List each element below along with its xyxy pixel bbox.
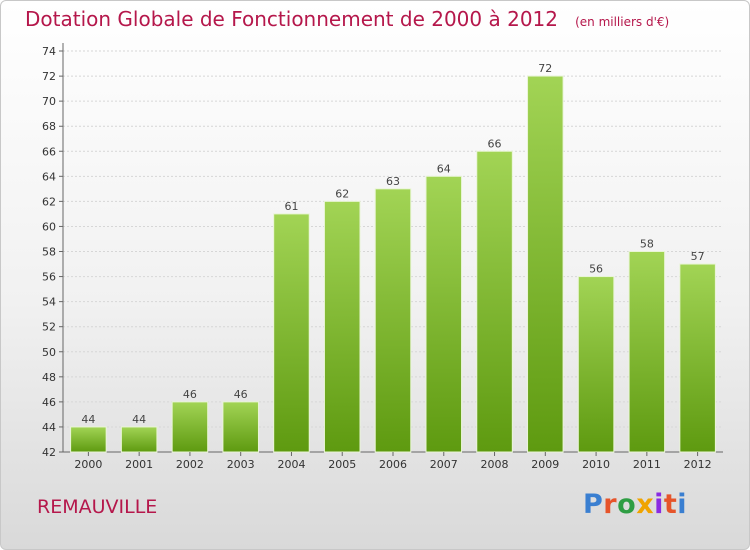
y-tick-labels: 42 44 46 48 50 52 54 56 58 60 62 64 66 68 70 72 74 bbox=[42, 45, 56, 459]
bar bbox=[628, 251, 666, 453]
y-tick-label: 68 bbox=[42, 120, 56, 133]
logo-letter: P bbox=[583, 489, 604, 520]
logo-letter: x bbox=[636, 489, 655, 520]
commune-name: REMAUVILLE bbox=[37, 496, 158, 518]
bar bbox=[527, 75, 564, 453]
value-label: 66 bbox=[488, 137, 502, 150]
value-label: 58 bbox=[640, 238, 654, 251]
chart-title-block: Dotation Globale de Fonctionnement de 20… bbox=[25, 7, 669, 31]
x-tick-label: 2000 bbox=[74, 458, 102, 471]
value-label: 61 bbox=[284, 200, 298, 213]
value-label: 63 bbox=[386, 175, 400, 188]
y-tick-label: 60 bbox=[42, 220, 56, 233]
x-tick-label: 2001 bbox=[125, 458, 153, 471]
x-tick-label: 2010 bbox=[582, 458, 610, 471]
y-tick-label: 74 bbox=[42, 45, 56, 58]
value-label: 57 bbox=[691, 250, 705, 263]
y-tick-label: 56 bbox=[42, 271, 56, 284]
x-tick-labels: 2000 2001 2002 2003 2004 2005 2006 2007 2008 2009… bbox=[74, 452, 712, 471]
logo-letter: i bbox=[677, 489, 688, 520]
value-label: 44 bbox=[81, 413, 95, 426]
bar bbox=[222, 401, 259, 453]
y-tick-label: 48 bbox=[42, 371, 56, 384]
value-label: 44 bbox=[132, 413, 146, 426]
x-tick-label: 2004 bbox=[277, 458, 305, 471]
x-tick-label: 2012 bbox=[684, 458, 712, 471]
bar bbox=[425, 175, 463, 453]
logo-letter: i bbox=[654, 489, 664, 520]
bar bbox=[323, 200, 361, 453]
value-label: 64 bbox=[437, 162, 451, 175]
x-tick-label: 2009 bbox=[531, 458, 559, 471]
x-tick-label: 2011 bbox=[633, 458, 661, 471]
x-tick-label: 2006 bbox=[379, 458, 407, 471]
bar bbox=[120, 426, 158, 453]
chart-unit: (en milliers d'€) bbox=[575, 15, 670, 29]
bar bbox=[374, 188, 412, 453]
x-tick-label: 2005 bbox=[328, 458, 356, 471]
x-tick-label: 2008 bbox=[481, 458, 509, 471]
x-tick-label: 2003 bbox=[227, 458, 255, 471]
y-tick-label: 70 bbox=[42, 95, 56, 108]
y-tick-label: 58 bbox=[42, 246, 56, 259]
bar bbox=[171, 401, 209, 453]
proxiti-logo: Proxiti bbox=[583, 489, 687, 520]
y-tick-label: 64 bbox=[42, 170, 56, 183]
logo-letter: o bbox=[617, 489, 637, 520]
bars bbox=[70, 75, 716, 453]
y-tick-label: 44 bbox=[42, 421, 56, 434]
bar bbox=[679, 263, 716, 453]
x-tick-label: 2007 bbox=[430, 458, 458, 471]
bar bbox=[577, 276, 615, 453]
logo-letter: t bbox=[663, 489, 678, 520]
y-tick-label: 42 bbox=[42, 446, 56, 459]
logo-letter: r bbox=[603, 489, 618, 520]
x-tick-label: 2002 bbox=[176, 458, 204, 471]
y-tick-label: 46 bbox=[42, 396, 56, 409]
chart-title: Dotation Globale de Fonctionnement de 20… bbox=[25, 7, 558, 31]
value-label: 72 bbox=[538, 62, 552, 75]
y-tick-label: 50 bbox=[42, 346, 56, 359]
bar bbox=[273, 213, 310, 453]
value-label: 62 bbox=[335, 187, 349, 200]
bar bbox=[476, 150, 513, 453]
value-label: 56 bbox=[589, 263, 603, 276]
value-label: 46 bbox=[234, 388, 248, 401]
y-tick-label: 66 bbox=[42, 145, 56, 158]
value-labels: 44 44 46 46 61 62 63 64 66 72 56 58 57 bbox=[81, 62, 704, 426]
y-tick-label: 54 bbox=[42, 296, 56, 309]
y-tick-label: 52 bbox=[42, 321, 56, 334]
y-tick-label: 72 bbox=[42, 70, 56, 83]
bar bbox=[70, 426, 107, 453]
y-tick-label: 62 bbox=[42, 195, 56, 208]
value-label: 46 bbox=[183, 388, 197, 401]
